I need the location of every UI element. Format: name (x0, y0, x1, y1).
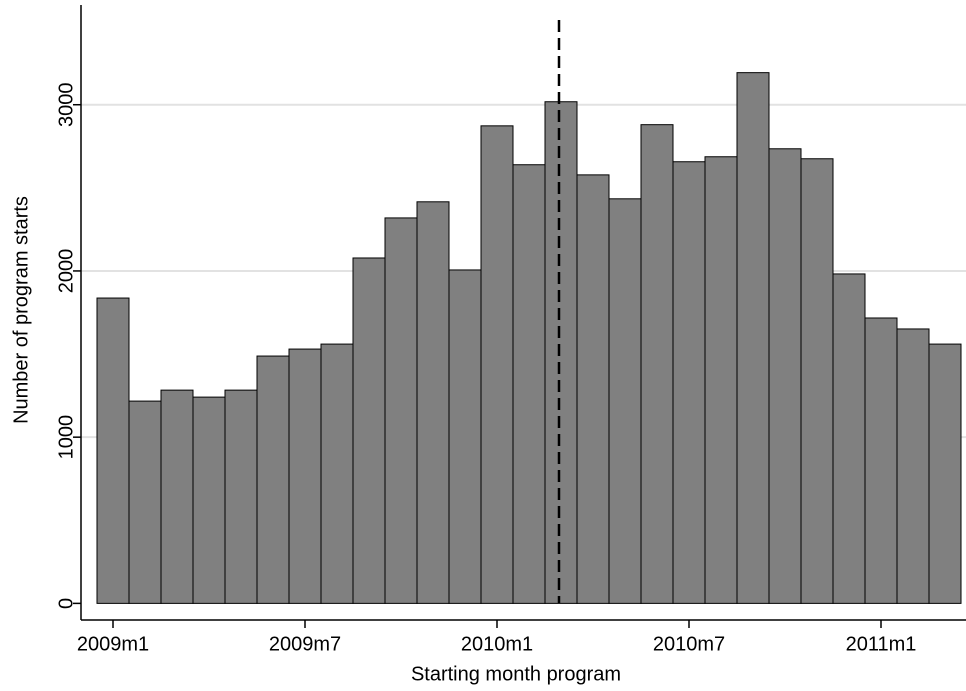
bar (928, 343, 962, 604)
x-tick-label: 2010m7 (653, 633, 725, 655)
bar (128, 400, 162, 604)
bar (896, 328, 930, 604)
bar (288, 348, 322, 604)
x-tick-label: 2009m7 (269, 633, 341, 655)
bar (192, 396, 226, 604)
y-tick-label: 1000 (55, 415, 77, 460)
x-tick-label: 2011m1 (846, 633, 917, 655)
bar (480, 125, 514, 604)
bar (384, 217, 418, 604)
bar (448, 269, 482, 604)
bar (800, 158, 834, 604)
bar (256, 355, 290, 604)
x-tick-label: 2009m1 (77, 633, 149, 655)
bar (608, 198, 642, 604)
x-tick-label: 2010m1 (461, 633, 533, 655)
bar (416, 201, 450, 604)
bar (576, 174, 610, 604)
bar (864, 317, 898, 604)
bar (544, 101, 578, 604)
bar (352, 257, 386, 604)
y-tick-label: 0 (55, 598, 77, 609)
y-tick-label: 3000 (55, 82, 77, 127)
bar (768, 148, 802, 604)
bar (320, 343, 354, 604)
bar (640, 124, 674, 604)
bar (512, 164, 546, 604)
bar (160, 389, 194, 604)
y-tick-label: 2000 (55, 249, 77, 294)
bar (736, 72, 770, 604)
bar (672, 161, 706, 604)
y-axis-title: Number of program starts (10, 196, 32, 424)
bar (96, 297, 130, 604)
bar (832, 273, 866, 604)
x-axis-title: Starting month program (411, 663, 621, 685)
bar (224, 389, 258, 604)
bar (704, 156, 738, 604)
